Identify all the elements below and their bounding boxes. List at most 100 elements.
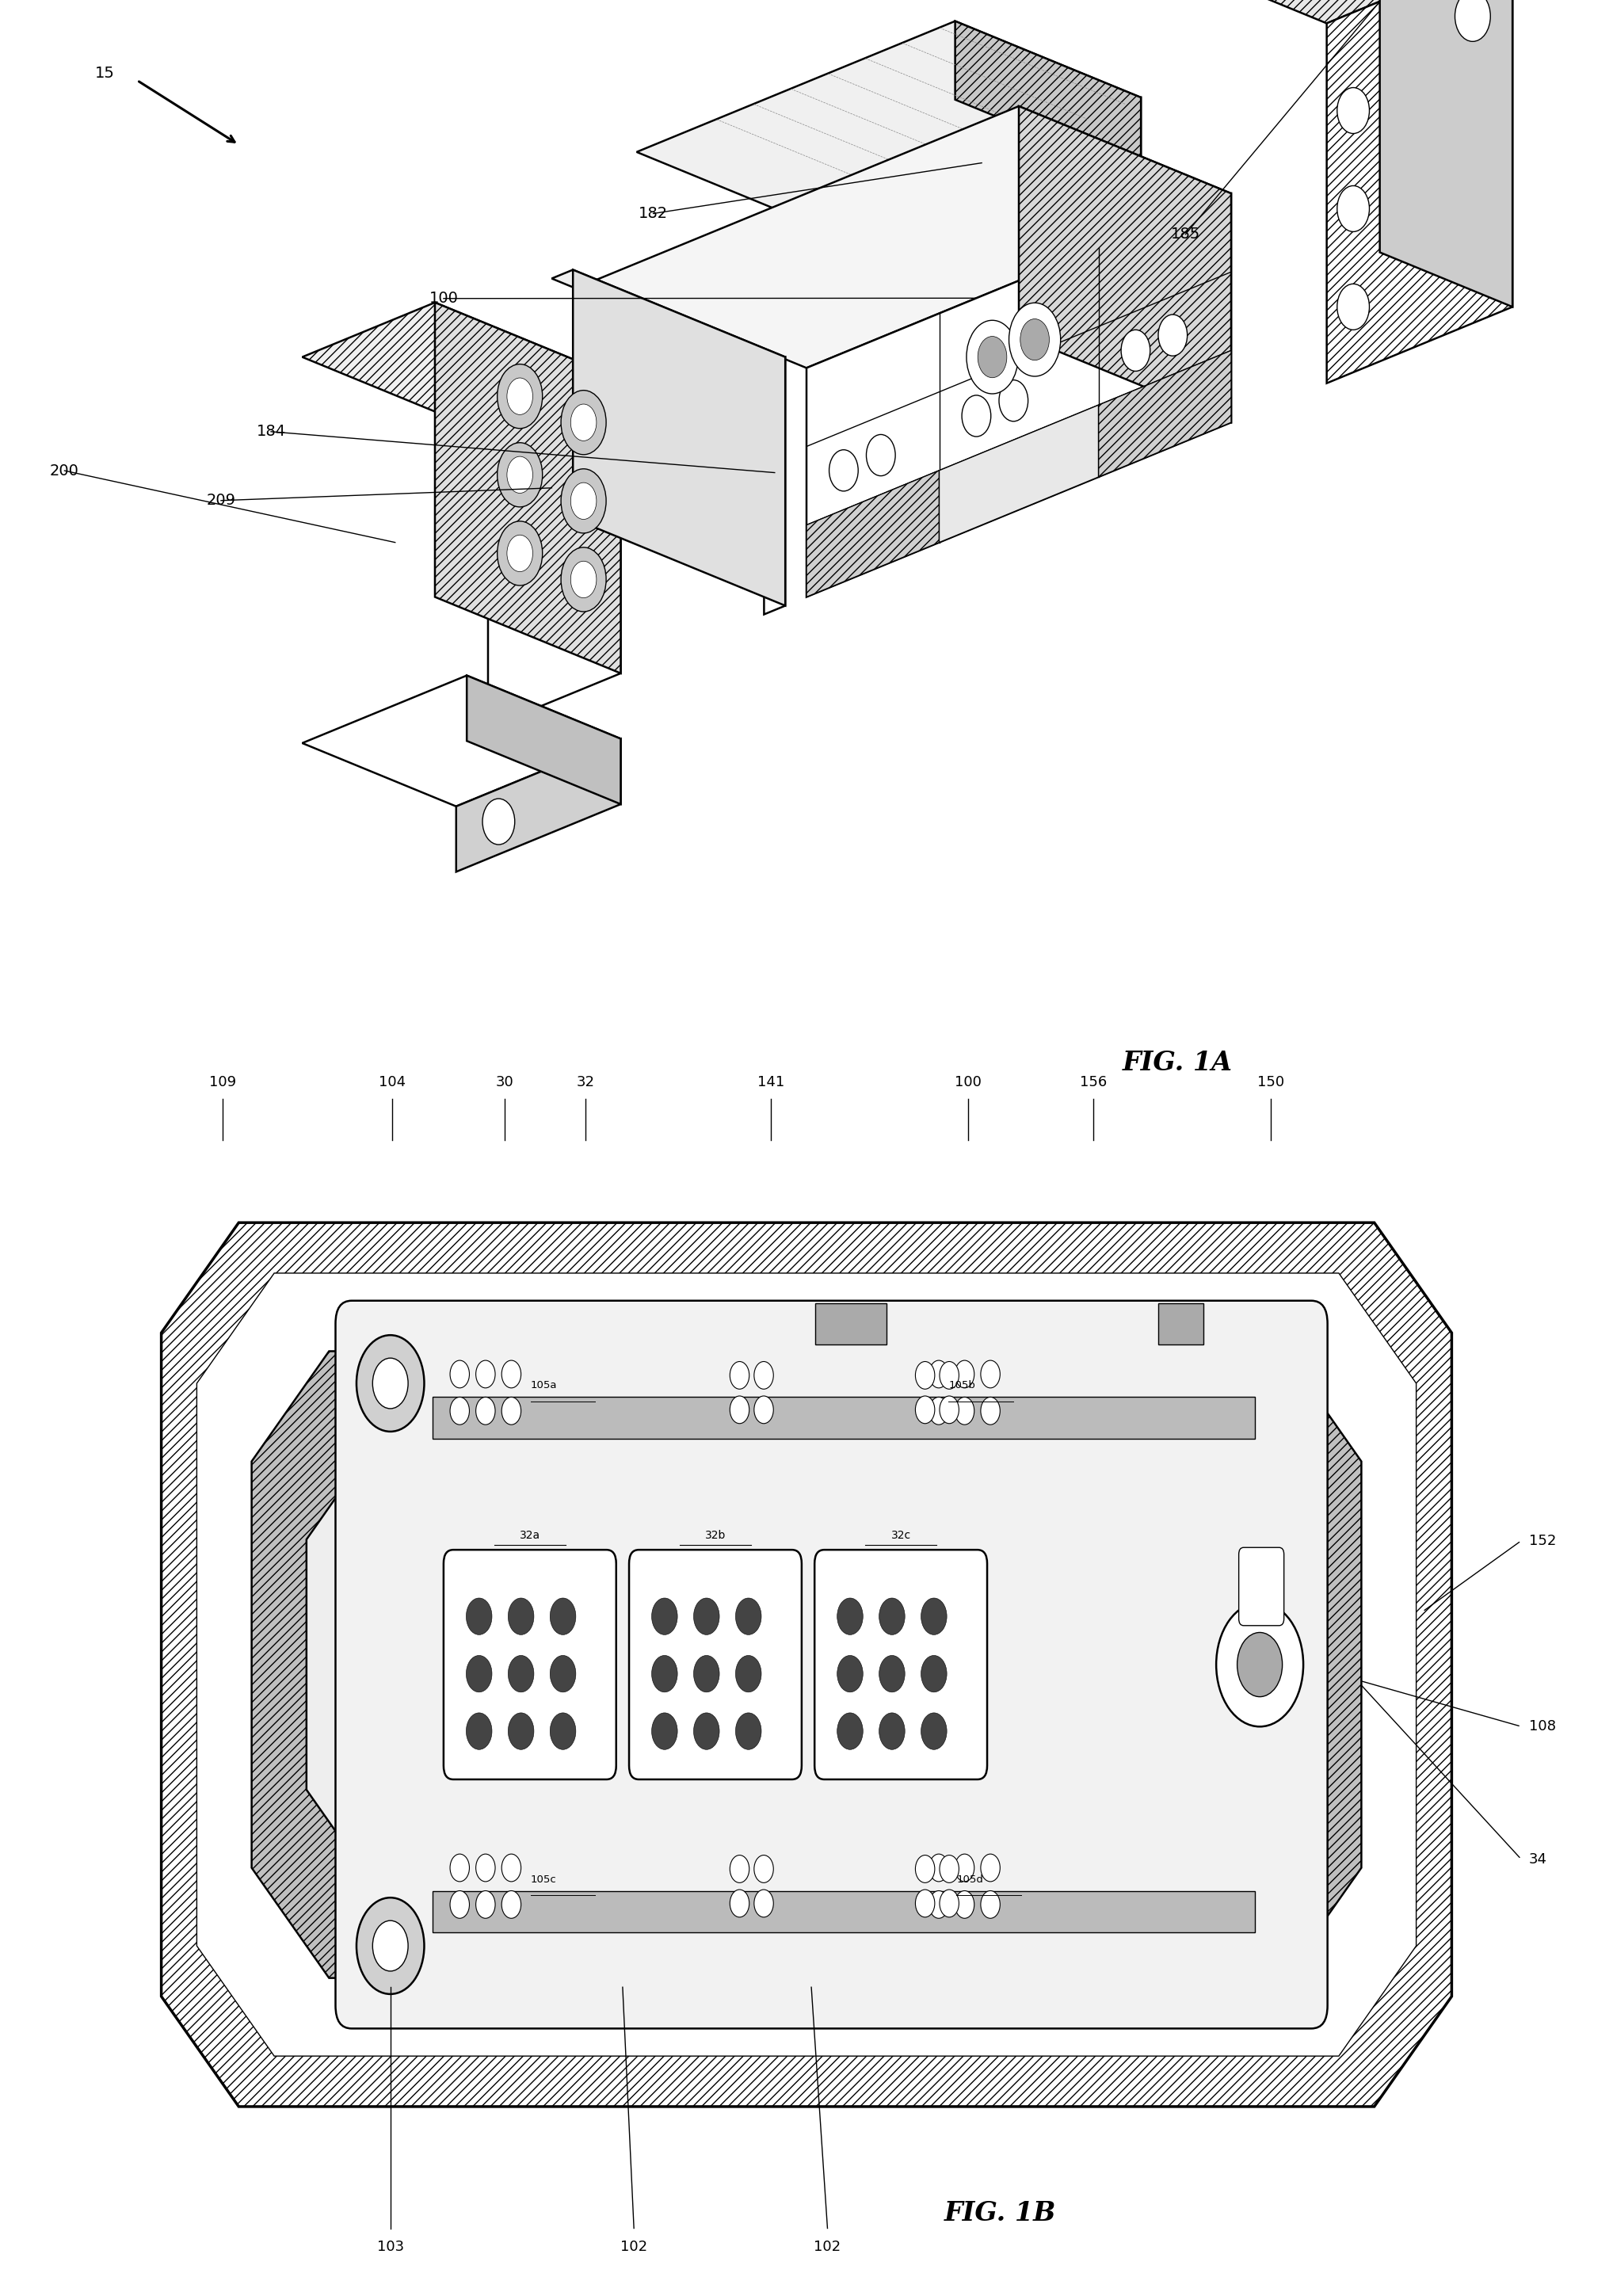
Circle shape (921, 1655, 947, 1692)
Polygon shape (302, 303, 621, 434)
Text: 141: 141 (758, 1075, 784, 1088)
FancyBboxPatch shape (1239, 1548, 1284, 1626)
Circle shape (879, 1713, 905, 1750)
Text: 32a: 32a (519, 1529, 540, 1541)
Polygon shape (573, 269, 786, 606)
Text: 105b: 105b (948, 1380, 976, 1391)
Circle shape (561, 390, 606, 455)
Polygon shape (955, 21, 1140, 177)
Text: 105a: 105a (531, 1380, 556, 1391)
Circle shape (476, 1855, 495, 1883)
Circle shape (837, 1713, 863, 1750)
Text: 105d: 105d (957, 1874, 984, 1885)
Text: 100: 100 (955, 1075, 981, 1088)
Bar (1158, 1304, 1203, 1343)
Circle shape (955, 1892, 974, 1919)
Text: 102: 102 (815, 2241, 840, 2255)
Text: 15: 15 (95, 67, 115, 80)
Circle shape (450, 1396, 469, 1424)
Circle shape (966, 321, 1018, 395)
Circle shape (497, 365, 542, 429)
Circle shape (373, 1919, 408, 1970)
Circle shape (955, 1396, 974, 1424)
Text: 109: 109 (210, 1075, 235, 1088)
Circle shape (466, 1713, 492, 1750)
Circle shape (929, 1855, 948, 1883)
Circle shape (929, 1892, 948, 1919)
Text: 102: 102 (621, 2241, 647, 2255)
Text: FIG. 1B: FIG. 1B (944, 2200, 1057, 2227)
Polygon shape (197, 1272, 1416, 2057)
Text: 103: 103 (377, 2241, 403, 2255)
Circle shape (940, 1362, 958, 1389)
Text: 185: 185 (1171, 227, 1200, 241)
Circle shape (571, 482, 597, 519)
Circle shape (652, 1655, 677, 1692)
Circle shape (694, 1713, 719, 1750)
Circle shape (476, 1396, 495, 1424)
Circle shape (356, 1334, 424, 1433)
Polygon shape (306, 1428, 1307, 1901)
Polygon shape (939, 404, 1098, 542)
Polygon shape (1194, 0, 1513, 23)
FancyBboxPatch shape (336, 1300, 1327, 2030)
Text: 182: 182 (639, 207, 668, 220)
Circle shape (753, 1396, 773, 1424)
Polygon shape (594, 106, 1231, 367)
Circle shape (506, 379, 532, 416)
Circle shape (508, 1598, 534, 1635)
Circle shape (916, 1396, 934, 1424)
Circle shape (736, 1598, 761, 1635)
Text: 108: 108 (1529, 1720, 1557, 1733)
Circle shape (502, 1396, 521, 1424)
Text: 105c: 105c (531, 1874, 556, 1885)
Circle shape (502, 1855, 521, 1883)
Circle shape (652, 1598, 677, 1635)
Circle shape (561, 468, 606, 533)
Polygon shape (765, 356, 786, 615)
Circle shape (736, 1713, 761, 1750)
Text: FIG. 1A: FIG. 1A (1123, 1049, 1232, 1077)
Circle shape (550, 1598, 576, 1635)
Circle shape (866, 434, 895, 475)
Circle shape (373, 1357, 408, 1407)
Text: 209: 209 (206, 494, 235, 507)
Circle shape (497, 443, 542, 507)
Circle shape (1121, 331, 1150, 372)
Circle shape (916, 1890, 934, 1917)
Polygon shape (806, 193, 1231, 597)
Bar (432, 1892, 1255, 1933)
FancyBboxPatch shape (629, 1550, 802, 1779)
Circle shape (977, 338, 1007, 377)
Text: 34: 34 (1529, 1853, 1547, 1867)
Polygon shape (1379, 0, 1513, 308)
Circle shape (981, 1855, 1000, 1883)
Polygon shape (823, 96, 1140, 308)
Text: 104: 104 (379, 1075, 405, 1088)
Polygon shape (637, 21, 1140, 227)
Circle shape (450, 1359, 469, 1387)
Polygon shape (489, 379, 621, 728)
Circle shape (508, 1713, 534, 1750)
Circle shape (940, 1396, 958, 1424)
Circle shape (1237, 1632, 1282, 1697)
Circle shape (753, 1362, 773, 1389)
Polygon shape (1019, 106, 1231, 422)
Circle shape (921, 1598, 947, 1635)
Polygon shape (1460, 0, 1486, 220)
Circle shape (561, 546, 606, 611)
Circle shape (879, 1655, 905, 1692)
Circle shape (929, 1359, 948, 1387)
Circle shape (981, 1892, 1000, 1919)
Text: 184: 184 (256, 425, 286, 439)
Polygon shape (252, 1350, 1361, 1977)
Text: 156: 156 (1081, 1075, 1107, 1088)
Polygon shape (806, 471, 939, 597)
Polygon shape (436, 303, 621, 673)
Text: 32c: 32c (890, 1529, 911, 1541)
Polygon shape (466, 675, 621, 804)
Circle shape (981, 1396, 1000, 1424)
Circle shape (829, 450, 858, 491)
Circle shape (879, 1598, 905, 1635)
Circle shape (497, 521, 542, 585)
